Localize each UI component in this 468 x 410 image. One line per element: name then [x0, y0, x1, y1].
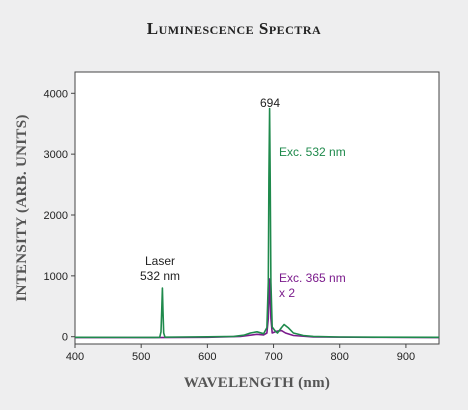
y-tick-label-2000: 2000 [44, 210, 68, 222]
chart-title: Luminescence Spectra [147, 19, 321, 38]
x-tick-label-900: 900 [397, 351, 415, 363]
y-tick-label-4000: 4000 [44, 88, 68, 100]
y-axis-title: INTENSITY (ARB. UNITS) [14, 114, 30, 301]
x-axis-title: WAVELENGTH (nm) [184, 375, 330, 391]
x-tick-label-600: 600 [198, 351, 216, 363]
x-tick-label-700: 700 [264, 351, 282, 363]
exc365-label-line2: x 2 [279, 286, 295, 300]
plot-frame [74, 71, 440, 345]
laser-label-line2: 532 nm [140, 269, 180, 283]
y-tick-label-0: 0 [62, 332, 68, 344]
y-axis-ticks: 0 1000 2000 3000 4000 [44, 88, 75, 344]
x-tick-label-500: 500 [132, 351, 150, 363]
y-tick-label-1000: 1000 [44, 271, 68, 283]
x-axis-ticks: 400 500 600 700 800 900 [66, 344, 415, 363]
exc532-label: Exc. 532 nm [279, 145, 346, 159]
y-tick-label-3000: 3000 [44, 149, 68, 161]
exc365-label-line1: Exc. 365 nm [279, 271, 346, 285]
x-tick-label-800: 800 [331, 351, 349, 363]
laser-label-line1: Laser [145, 254, 175, 268]
peak-label: 694 [260, 96, 280, 110]
series-line-0 [74, 107, 440, 339]
series-layer [74, 107, 440, 339]
x-tick-label-400: 400 [66, 351, 84, 363]
